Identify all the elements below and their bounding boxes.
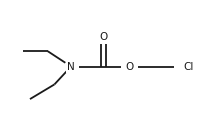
Text: O: O <box>126 61 134 72</box>
Text: O: O <box>99 32 107 42</box>
Text: N: N <box>67 61 75 72</box>
Text: Cl: Cl <box>183 61 194 72</box>
